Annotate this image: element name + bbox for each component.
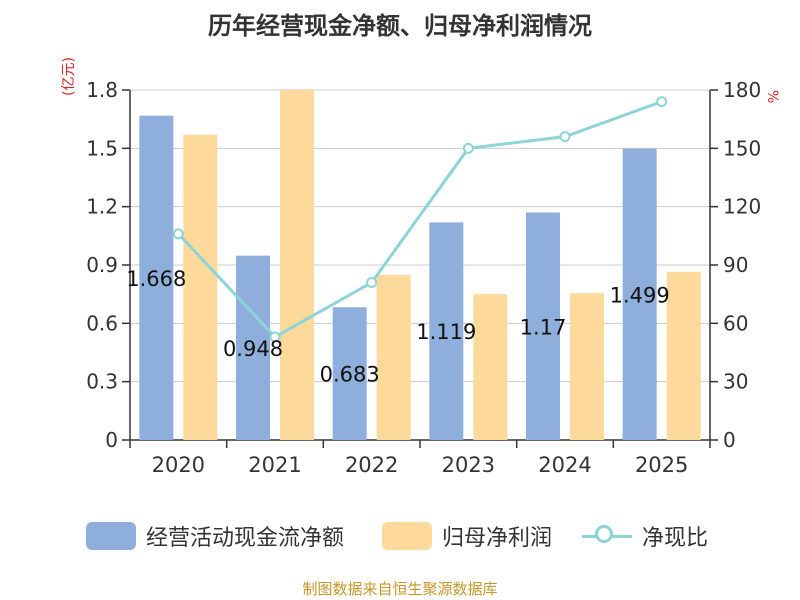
ratio-point [269, 331, 281, 343]
ratio-point [366, 277, 378, 288]
bar-netprofit [376, 274, 411, 440]
left-axis-tick-label: 0.3 [86, 370, 118, 394]
ratio-line [177, 100, 663, 339]
data-source-note: 制图数据来自恒生聚源数据库 [302, 580, 498, 598]
right-axis-tick-label: 150 [723, 136, 761, 160]
legend-item-netprofit[interactable]: 归母净利润 [382, 518, 552, 554]
data-label-cashflow: 1.499 [610, 283, 670, 307]
legend-line-ratio-icon [582, 522, 632, 550]
ratio-point [462, 142, 474, 154]
bar-cashflow [622, 148, 657, 440]
bar-cashflow [429, 222, 464, 440]
x-axis-tick-label: 2020 [152, 453, 205, 477]
ratio-point [656, 96, 668, 108]
bar-cashflow [139, 115, 174, 441]
left-axis-tick-label: 1.8 [86, 78, 118, 102]
legend-label-netprofit: 归母净利润 [442, 526, 553, 551]
right-axis-tick-label: 120 [723, 195, 761, 219]
data-label-cashflow: 1.119 [416, 320, 476, 344]
left-axis-tick-label: 1.5 [86, 136, 118, 160]
bar-netprofit [280, 90, 314, 440]
legend-label-ratio: 净现比 [642, 526, 709, 551]
data-label-cashflow: 0.683 [320, 363, 380, 387]
data-label-cashflow: 1.668 [126, 267, 186, 291]
x-axis-tick-label: 2025 [635, 453, 688, 477]
legend-label-cashflow: 经营活动现金流净额 [146, 526, 345, 551]
bar-cashflow [332, 307, 367, 440]
bar-netprofit [666, 271, 701, 440]
legend-item-cashflow[interactable]: 经营活动现金流净额 [86, 518, 344, 554]
data-label-cashflow: 1.17 [520, 315, 567, 339]
right-axis-tick-label: 180 [723, 78, 761, 102]
legend-swatch-cashflow [86, 522, 136, 550]
left-axis-tick-label: 0.9 [86, 253, 118, 277]
x-axis-tick-label: 2024 [538, 453, 591, 477]
left-axis-tick-label: 0.6 [86, 311, 118, 335]
right-axis-tick-label: 90 [723, 253, 748, 277]
chart-title: 历年经营现金净额、归母净利润情况 [208, 12, 592, 40]
x-axis-tick-label: 2023 [442, 453, 495, 477]
x-axis-tick-label: 2021 [248, 453, 301, 477]
left-axis-tick-label: 0 [105, 428, 118, 452]
legend-swatch-netprofit [382, 522, 432, 550]
ratio-point [559, 131, 571, 143]
bar-netprofit [473, 294, 508, 440]
right-axis-tick-label: 30 [723, 370, 748, 394]
bar-netprofit [570, 293, 604, 440]
bar-netprofit [183, 134, 218, 440]
legend-item-ratio[interactable]: 净现比 [582, 518, 708, 554]
ratio-point [172, 228, 184, 240]
bar-cashflow [236, 255, 270, 440]
chart-legend: 经营活动现金流净额 归母净利润 净现比 [0, 518, 800, 554]
data-label-cashflow: 0.948 [223, 337, 283, 361]
bar-cashflow [526, 212, 560, 440]
right-axis-tick-label: 0 [723, 428, 736, 452]
x-axis-tick-label: 2022 [345, 453, 398, 477]
right-axis-tick-label: 60 [723, 311, 748, 335]
left-axis-tick-label: 1.2 [86, 195, 118, 219]
